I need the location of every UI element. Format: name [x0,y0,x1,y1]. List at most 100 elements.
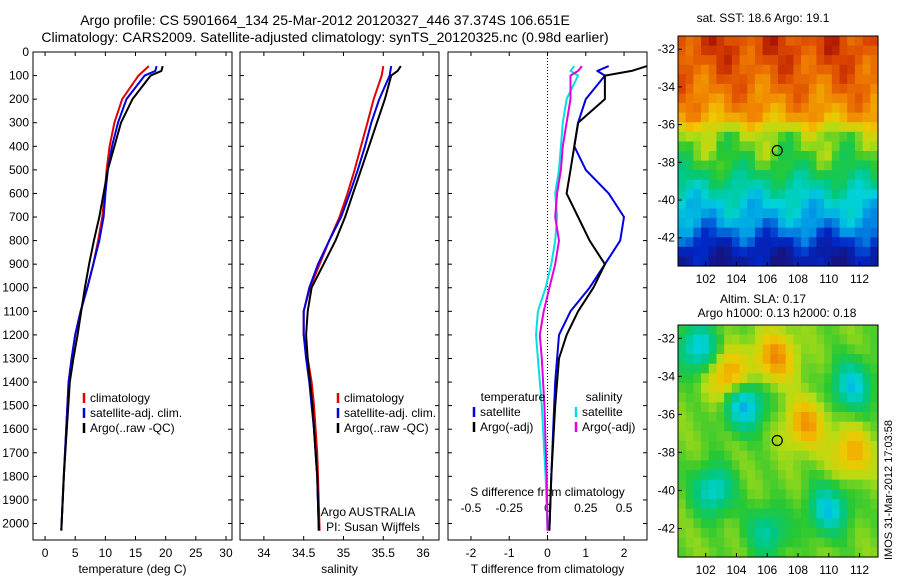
map-cell [816,373,825,384]
map-cell [747,431,756,442]
map-cell [862,450,871,461]
series-line [548,65,625,531]
series-line [60,65,158,531]
map-cell [762,354,771,365]
map-cell [685,537,694,548]
map-cell [693,528,702,539]
map-cell [762,141,771,152]
map-cell [870,373,879,384]
map-cell [824,246,833,258]
map-cell [785,141,794,152]
map-cell [747,547,756,558]
map-cell [831,363,841,374]
map-cell [770,179,779,190]
map-cell [862,421,871,432]
map-cell [778,103,787,114]
map-cell [801,441,810,452]
map-cell [808,373,818,384]
map-cell [808,256,818,267]
legend-heading: temperature [481,390,546,404]
map-cell [678,208,687,219]
map-cell [870,45,879,56]
map-cell [754,334,764,345]
map-cell [785,93,794,104]
map-cell [731,354,741,365]
map-cell [808,421,818,432]
map-cell [708,441,718,452]
map-cell [754,179,764,190]
map-cell [816,45,825,56]
map-cell [731,227,741,238]
map-cell [701,499,710,510]
map-cell [678,74,687,85]
map-cell [739,344,748,355]
map-cell [808,198,818,210]
map-cell [824,64,833,75]
map-cell [778,528,787,539]
map-cell [693,151,702,162]
map-cell [862,537,871,548]
map-cell [716,208,725,219]
map-cell [724,112,733,123]
map-cell [847,83,856,95]
map-cell [678,508,687,519]
map-cell [770,334,779,345]
map-cell [685,131,694,143]
map-cell [739,93,748,104]
map-cell [724,246,733,258]
map-cell [816,151,825,162]
map-cell [731,508,741,519]
map-cell [847,45,856,56]
map-cell [731,421,741,432]
map-cell [831,237,841,248]
map-cell [839,246,848,258]
map-cell [754,528,764,539]
map-cell [808,83,818,95]
map-cell [724,36,733,47]
map-cell [701,354,710,365]
map-cell [801,64,810,75]
map-cell [770,36,779,47]
map-cell [747,64,756,75]
map-cell [716,421,725,432]
map-cell [747,325,756,336]
map-cell [724,189,733,200]
map-cell [693,179,702,190]
map-cell [747,122,756,133]
map-cell [724,334,733,345]
map-cell [731,45,741,56]
map-cell [762,218,771,229]
map-cell [801,383,810,394]
map-cell [847,103,856,114]
map-y-tick-label: -32 [658,42,676,56]
map-cell [870,392,879,403]
map-cell [739,334,748,345]
map-cell [778,36,787,47]
legend-label: satellite [480,405,521,419]
map-cell [724,93,733,104]
map-cell [754,547,764,558]
map-cell [708,246,718,258]
map-cell [739,383,748,394]
series-line [302,65,385,531]
map-cell [716,470,725,481]
map-cell [701,55,710,66]
map-cell [785,74,794,85]
map-cell [754,151,764,162]
map-cell [762,64,771,75]
map-cell [785,170,794,181]
map-cell [716,122,725,133]
map-cell [870,528,879,539]
map-cell [785,537,794,548]
map-cell [678,392,687,403]
map-cell [716,160,725,171]
map-cell [785,508,794,519]
map-cell [824,431,833,442]
map-cell [739,170,748,181]
map-cell [808,93,818,104]
map-cell [778,431,787,442]
map-cell [862,489,871,500]
map-cell [801,170,810,181]
map-cell [685,64,694,75]
map-cell [808,141,818,152]
